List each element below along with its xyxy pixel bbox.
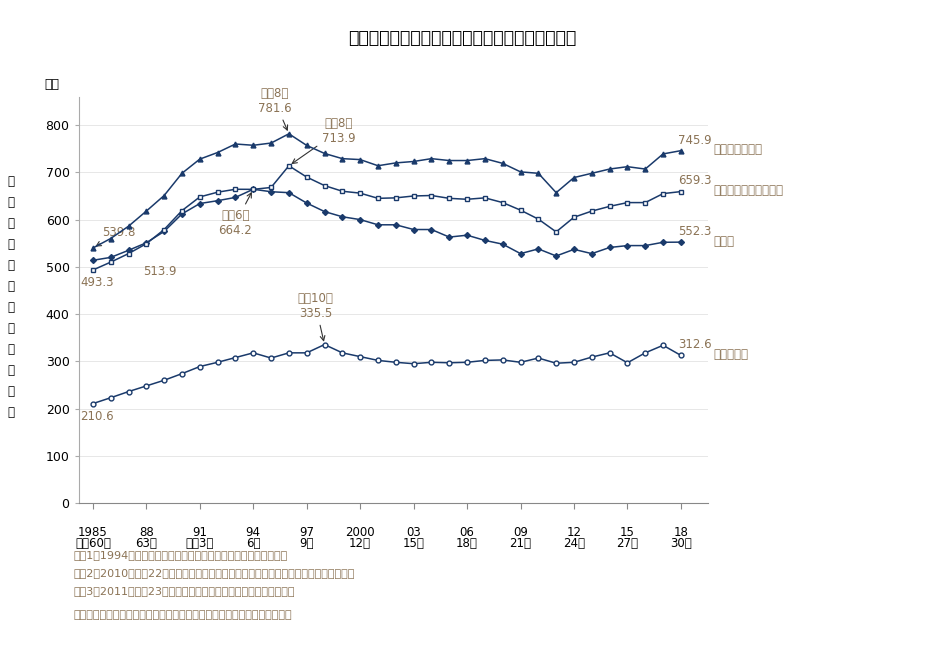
Text: 493.3: 493.3 [80, 276, 114, 290]
Text: 平成6年
664.2: 平成6年 664.2 [218, 193, 253, 237]
Text: 21年: 21年 [510, 537, 532, 550]
Text: 15: 15 [620, 526, 635, 539]
Text: 210.6: 210.6 [80, 410, 114, 424]
Text: 平成3年: 平成3年 [186, 537, 214, 550]
Text: 平成10年
335.5: 平成10年 335.5 [298, 292, 334, 341]
Text: 9年: 9年 [300, 537, 314, 550]
Text: 659.3: 659.3 [678, 175, 712, 188]
Text: 注：1）1994（平成６）年の数値は、兵庫県を除いたものである。: 注：1）1994（平成６）年の数値は、兵庫県を除いたものである。 [74, 550, 289, 560]
Text: 745.9: 745.9 [678, 134, 712, 146]
Text: 2000: 2000 [345, 526, 375, 539]
Text: 3）2011（平成23）年の数値は、福島県を除いたものである。: 3）2011（平成23）年の数値は、福島県を除いたものである。 [74, 586, 295, 596]
Text: 全世帯: 全世帯 [713, 235, 734, 248]
Text: 97: 97 [299, 526, 315, 539]
Text: 513.9: 513.9 [142, 266, 177, 279]
Text: １
世
帯
当
た
り
平
均
所
得
金
額: １ 世 帯 当 た り 平 均 所 得 金 額 [7, 175, 15, 419]
Text: 09: 09 [513, 526, 528, 539]
Text: 児童のいる世帯: 児童のいる世帯 [713, 143, 762, 156]
Text: 各種世帯の１世帯当たり平均所得金額の年次推移: 各種世帯の１世帯当たり平均所得金額の年次推移 [349, 29, 576, 47]
Text: 2）2010（平成22）年の数値は、岩手県、宮城県及び福島県を除いたものである。: 2）2010（平成22）年の数値は、岩手県、宮城県及び福島県を除いたものである。 [74, 568, 355, 578]
Text: 出典：「令和元年度国民生活基礎調査」（厚生労働省）より加工して作成: 出典：「令和元年度国民生活基礎調査」（厚生労働省）より加工して作成 [74, 610, 292, 620]
Text: 91: 91 [192, 526, 207, 539]
Text: 63年: 63年 [135, 537, 157, 550]
Text: 27年: 27年 [616, 537, 638, 550]
Text: 12: 12 [566, 526, 582, 539]
Text: 06: 06 [460, 526, 475, 539]
Text: 15年: 15年 [402, 537, 425, 550]
Text: 平成8年
781.6: 平成8年 781.6 [258, 86, 291, 130]
Text: 高齢者世帯以外の世帯: 高齢者世帯以外の世帯 [713, 184, 783, 197]
Text: 03: 03 [406, 526, 421, 539]
Text: 昭和60年: 昭和60年 [75, 537, 111, 550]
Text: 12年: 12年 [349, 537, 371, 550]
Text: 平成8年
713.9: 平成8年 713.9 [292, 117, 355, 163]
Text: 30年: 30年 [670, 537, 692, 550]
Text: 6年: 6年 [246, 537, 261, 550]
Text: 24年: 24年 [563, 537, 585, 550]
Text: 552.3: 552.3 [678, 225, 712, 238]
Text: 万円: 万円 [44, 77, 59, 91]
Text: 高齢者世帯: 高齢者世帯 [713, 348, 748, 361]
Text: 18年: 18年 [456, 537, 478, 550]
Text: 88: 88 [139, 526, 154, 539]
Text: 94: 94 [246, 526, 261, 539]
Text: 1985: 1985 [78, 526, 107, 539]
Text: 312.6: 312.6 [678, 339, 712, 352]
Text: 18: 18 [673, 526, 688, 539]
Text: 539.8: 539.8 [96, 226, 135, 246]
